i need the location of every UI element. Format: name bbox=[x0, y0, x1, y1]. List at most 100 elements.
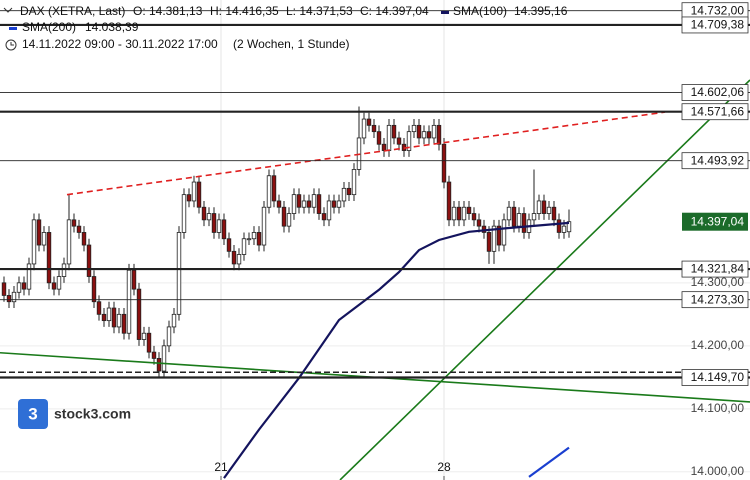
candle-body bbox=[156, 358, 162, 372]
header: DAX (XETRA, Last) O: 14.381,13 H: 14.416… bbox=[3, 4, 568, 51]
level-box bbox=[681, 369, 749, 386]
candle-body bbox=[276, 200, 282, 208]
candle-body bbox=[496, 225, 502, 246]
ohlc-open: O: 14.381,13 bbox=[133, 4, 203, 18]
candle-body bbox=[21, 282, 27, 290]
candle-body bbox=[41, 232, 47, 246]
candle-body bbox=[561, 225, 567, 233]
y-tick-label: 14.100,00 bbox=[691, 401, 745, 415]
candle-body bbox=[136, 288, 142, 340]
collapse-icon[interactable] bbox=[3, 7, 13, 13]
candle-body bbox=[546, 206, 552, 214]
candle-body bbox=[206, 213, 212, 221]
candle-body bbox=[231, 250, 237, 265]
logo-glyph: 3 bbox=[28, 404, 37, 423]
candle-body bbox=[516, 213, 522, 227]
candle-body bbox=[471, 213, 477, 221]
candle-body bbox=[306, 200, 312, 208]
logo-icon bbox=[18, 399, 48, 429]
candle-body bbox=[366, 118, 372, 126]
level-box bbox=[681, 291, 749, 309]
title: DAX (XETRA, Last) bbox=[20, 4, 125, 18]
candle-body bbox=[131, 269, 137, 290]
level-label: 14.493,92 bbox=[691, 153, 745, 167]
level-box bbox=[681, 152, 749, 170]
candle-body bbox=[51, 282, 57, 290]
candle-body bbox=[176, 232, 182, 315]
candle-body bbox=[456, 206, 462, 221]
ohlc-low: L: 14.371,53 bbox=[286, 4, 353, 18]
candle-body bbox=[476, 219, 482, 227]
candle-body bbox=[61, 263, 67, 277]
candle-body bbox=[86, 244, 92, 277]
legend-key bbox=[441, 11, 449, 14]
candle-body bbox=[236, 254, 242, 265]
legend-name: SMA(200) bbox=[22, 20, 76, 34]
candle-body bbox=[36, 219, 42, 246]
candle-body bbox=[321, 213, 327, 221]
candle-body bbox=[76, 225, 82, 233]
candle-body bbox=[331, 200, 337, 208]
level-box bbox=[681, 103, 749, 121]
candle-body bbox=[1, 282, 7, 296]
logo: 3 stock3.com bbox=[18, 399, 131, 429]
legend-value: 14.395,16 bbox=[514, 4, 568, 18]
candle-body bbox=[311, 194, 317, 208]
candle-body bbox=[441, 143, 447, 183]
candle-body bbox=[6, 295, 12, 303]
candle-body bbox=[261, 206, 267, 246]
sma-line bbox=[223, 221, 570, 479]
level-box bbox=[681, 16, 749, 34]
legend-name: SMA(100) bbox=[453, 4, 507, 18]
candle-body bbox=[361, 118, 367, 139]
candle-body bbox=[486, 232, 492, 252]
candle-body bbox=[271, 175, 277, 202]
candle-body bbox=[436, 124, 442, 145]
candle-body bbox=[11, 291, 17, 303]
candle-body bbox=[66, 219, 72, 265]
candle-body bbox=[336, 200, 342, 208]
candle-body bbox=[251, 232, 257, 240]
candle-body bbox=[146, 332, 152, 353]
candle-body bbox=[246, 238, 252, 241]
candle-body bbox=[411, 124, 417, 133]
candle-body bbox=[381, 143, 387, 151]
trend-line bbox=[339, 79, 750, 480]
y-tick-label: 14.200,00 bbox=[691, 338, 745, 352]
clock-icon bbox=[5, 39, 17, 51]
candle-body bbox=[111, 307, 117, 328]
candle-body bbox=[466, 206, 472, 214]
x-tick-label: 28 bbox=[437, 460, 451, 474]
legend-key bbox=[9, 27, 17, 30]
candle-body bbox=[141, 332, 147, 340]
y-tick-label: 14.000,00 bbox=[691, 464, 745, 478]
candle-body bbox=[541, 200, 547, 214]
ohlc-close: C: 14.397,04 bbox=[360, 4, 429, 18]
candle-body bbox=[221, 219, 227, 240]
candle-body bbox=[301, 200, 307, 208]
candle-body bbox=[351, 169, 357, 196]
candle-body bbox=[551, 206, 557, 221]
candle-body bbox=[431, 124, 437, 139]
candle-body bbox=[31, 219, 37, 265]
candle-body bbox=[406, 131, 412, 151]
candle-body bbox=[391, 124, 397, 139]
candle-body bbox=[16, 282, 22, 293]
candle-body bbox=[566, 221, 572, 233]
candle-body bbox=[191, 181, 197, 202]
candle-body bbox=[121, 313, 127, 334]
candle-body bbox=[181, 194, 187, 233]
candle-body bbox=[91, 276, 97, 303]
candle-body bbox=[326, 200, 332, 221]
candle-body bbox=[226, 238, 232, 252]
legend-value: 14.038,39 bbox=[85, 20, 139, 34]
candle-body bbox=[256, 232, 262, 246]
candle-body bbox=[511, 206, 517, 227]
level-box bbox=[681, 84, 749, 101]
candle-body bbox=[501, 219, 507, 246]
candle-body bbox=[421, 131, 427, 139]
